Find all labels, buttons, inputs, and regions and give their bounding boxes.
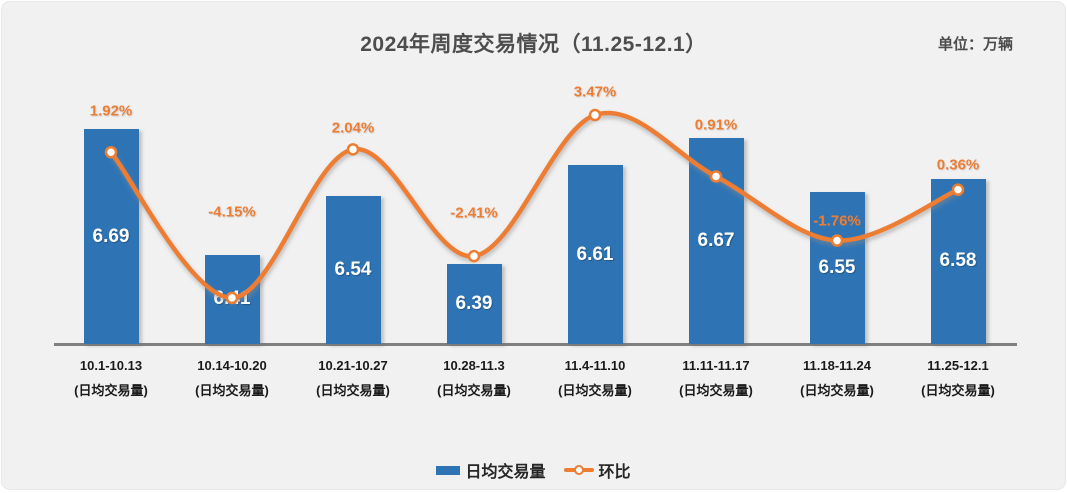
x-axis-label-10.1-10.13: 10.1-10.13 (日均交易量) <box>46 353 176 403</box>
bar-value-label: 6.67 <box>697 230 735 252</box>
line-value-label: 3.47% <box>573 83 617 101</box>
x-axis-label-date: 11.4-11.10 <box>564 358 626 373</box>
legend-item-bar: 日均交易量 <box>436 458 546 482</box>
x-axis-label-date: 10.21-10.27 <box>318 358 388 373</box>
line-series-swatch-icon <box>563 464 594 476</box>
line-value-label: 0.91% <box>694 116 738 134</box>
x-axis-label-11.11-11.17: 11.11-11.17 (日均交易量) <box>651 353 781 403</box>
x-axis-label-date: 10.1-10.13 <box>79 358 143 373</box>
line-marker-icon <box>588 108 602 122</box>
chart-title: 2024年周度交易情况（11.25-12.1） <box>360 33 707 56</box>
line-value-label: -4.15% <box>208 203 256 221</box>
x-axis-label-date: 11.18-11.24 <box>803 358 871 373</box>
bar-10.14-10.20: 6.41 <box>204 254 260 344</box>
bar-10.28-11.3: 6.39 <box>446 263 502 344</box>
x-axis-label-date: 11.25-12.1 <box>927 358 989 373</box>
line-value-label: 0.36% <box>936 156 980 174</box>
line-value-label: -1.76% <box>813 212 861 230</box>
bar-10.1-10.13: 6.69 <box>83 129 139 344</box>
x-axis-label-sub: (日均交易量) <box>74 383 148 398</box>
bar-11.11-11.17: 6.67 <box>688 138 744 344</box>
x-axis-label-sub: (日均交易量) <box>195 383 269 398</box>
x-axis-label-11.25-12.1: 11.25-12.1 (日均交易量) <box>893 353 1023 403</box>
bar-value-label: 6.41 <box>213 288 251 310</box>
bar-series-swatch-icon <box>436 465 461 475</box>
line-value-label: 1.92% <box>89 102 133 120</box>
bar-value-label: 6.39 <box>455 292 493 314</box>
x-axis-line <box>54 343 1017 346</box>
bar-11.25-12.1: 6.58 <box>930 178 986 344</box>
x-axis-label-sub: (日均交易量) <box>316 383 390 398</box>
legend: 日均交易量 环比 <box>2 458 1065 482</box>
bar-value-label: 6.69 <box>92 225 130 247</box>
x-axis-label-sub: (日均交易量) <box>800 383 874 398</box>
line-value-label: -2.41% <box>450 204 498 222</box>
x-axis-label-sub: (日均交易量) <box>558 383 632 398</box>
unit-note: 单位：万辆 <box>937 36 1013 53</box>
x-axis-label-date: 10.14-10.20 <box>197 358 267 373</box>
x-axis-label-date: 11.11-11.17 <box>682 358 750 373</box>
x-axis-label-date: 10.28-11.3 <box>443 358 505 373</box>
bar-11.4-11.10: 6.61 <box>567 165 623 344</box>
line-value-label: 2.04% <box>331 119 375 137</box>
legend-bar-label: 日均交易量 <box>465 464 546 481</box>
bar-value-label: 6.54 <box>334 259 372 281</box>
x-axis-label-10.28-11.3: 10.28-11.3 (日均交易量) <box>409 353 539 403</box>
legend-line-label: 环比 <box>598 464 631 481</box>
line-marker-icon <box>467 249 481 263</box>
x-axis-label-sub: (日均交易量) <box>679 383 753 398</box>
legend-item-line: 环比 <box>563 458 631 482</box>
bar-value-label: 6.58 <box>939 250 977 272</box>
x-axis-label-sub: (日均交易量) <box>921 383 995 398</box>
x-axis-label-11.4-11.10: 11.4-11.10 (日均交易量) <box>530 353 660 403</box>
x-axis-label-10.21-10.27: 10.21-10.27 (日均交易量) <box>288 353 418 403</box>
x-axis-label-11.18-11.24: 11.18-11.24 (日均交易量) <box>772 353 902 403</box>
line-marker-icon <box>346 143 360 156</box>
x-axis-label-10.14-10.20: 10.14-10.20 (日均交易量) <box>167 353 297 403</box>
x-axis-label-sub: (日均交易量) <box>437 383 511 398</box>
bar-10.21-10.27: 6.54 <box>325 196 381 344</box>
bar-value-label: 6.55 <box>818 257 856 278</box>
bar-value-label: 6.61 <box>576 243 614 265</box>
